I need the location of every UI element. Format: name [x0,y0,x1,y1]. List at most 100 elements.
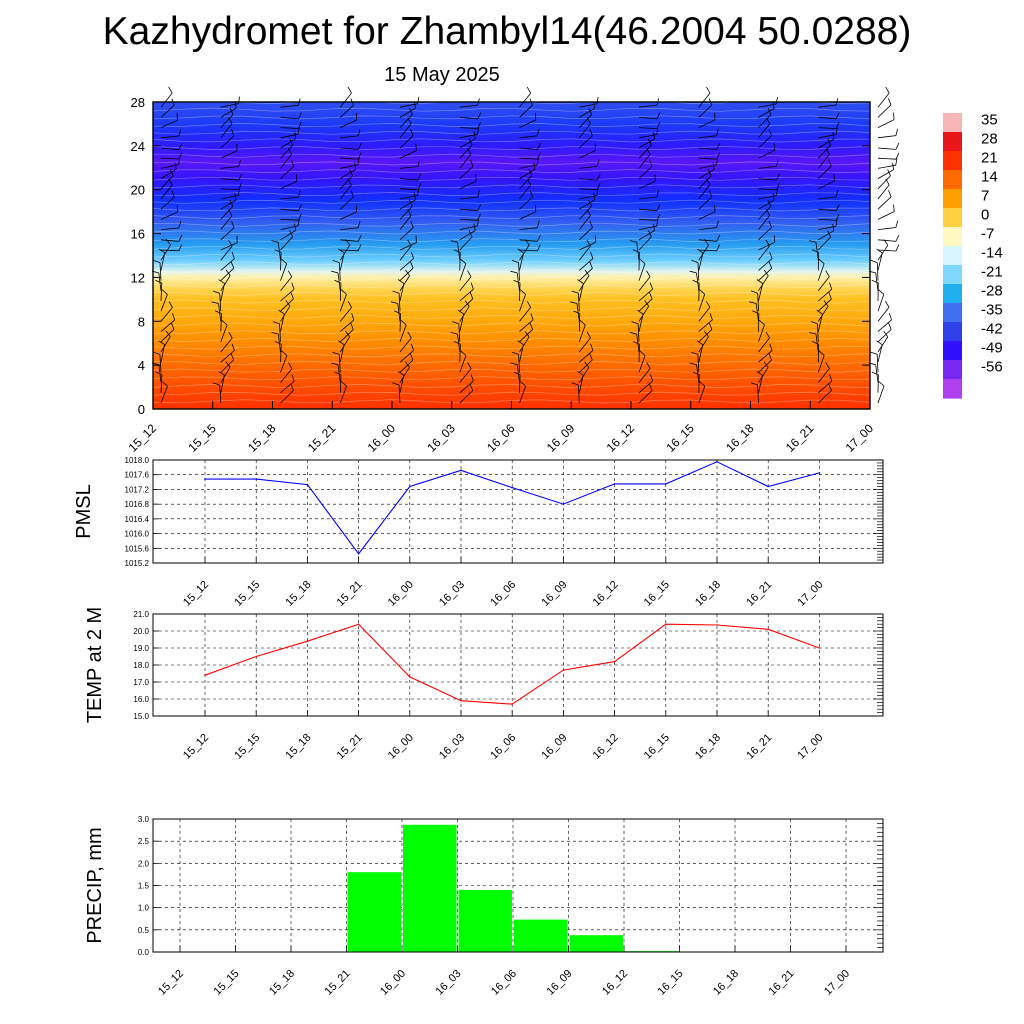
x-tick-label: 16_15 [656,968,686,998]
data-point [460,699,462,702]
data-point [818,647,821,649]
y-tick-label: 19.0 [133,644,149,653]
colorbar-label: -56 [981,359,1003,376]
wind-barbs [151,86,900,404]
x-tick-label: 17_00 [795,579,825,609]
heatmap-field [153,102,870,409]
x-tick-label: 16_21 [744,732,774,762]
x-tick-label: 15_12 [181,579,211,609]
x-tick-label: 16_18 [693,579,723,609]
precip-bar [403,824,457,952]
heatmap-x-tick-label: 16_15 [663,421,697,455]
data-point [306,640,309,642]
data-point [460,469,462,472]
x-tick-label: 16_18 [693,732,723,762]
heatmap-y-tick-label: 0 [138,402,145,417]
x-tick-label: 16_06 [488,732,518,762]
x-tick-label: 16_12 [591,579,621,609]
page-title: Kazhydromet for Zhambyl14(46.2004 50.028… [102,10,912,53]
heatmap-x-tick-label: 15_12 [126,421,160,455]
x-tick-label: 16_09 [539,579,569,609]
x-tick-label: 15_18 [283,732,313,762]
x-tick-label: 15_12 [156,968,186,998]
heatmap-x-tick-label: 17_00 [843,421,877,455]
y-tick-label: 1016.0 [125,530,150,539]
y-tick-label: 1015.6 [125,544,150,553]
x-tick-label: 16_03 [437,732,467,762]
y-tick-label: 1016.4 [125,515,150,524]
heatmap-y-tick-label: 20 [131,183,145,198]
colorbar-swatch [943,208,962,228]
heatmap-y-tick-label: 8 [138,314,145,329]
x-tick-label: 16_03 [434,968,464,998]
heatmap-x-tick-label: 16_00 [365,421,399,455]
colorbar-label: -14 [981,245,1003,262]
heatmap-x-tick-label: 16_09 [544,421,578,455]
colorbar-label: 28 [981,131,998,148]
heatmap-x-tick-label: 16_21 [783,421,817,455]
x-tick-label: 16_06 [489,968,519,998]
data-point [818,472,821,474]
heatmap-x-tick-label: 15_18 [245,421,279,455]
heatmap-y-tick-label: 24 [131,139,145,154]
y-tick-label: 18.0 [133,661,149,670]
colorbar-swatch [943,303,962,323]
colorbar-swatch [943,322,962,342]
heatmap-x-tick-label: 16_18 [723,421,757,455]
y-tick-label: 16.0 [133,695,149,704]
x-tick-label: 15_15 [232,579,262,609]
x-tick-label: 15_18 [267,968,297,998]
colorbar-label: 21 [981,150,998,167]
y-tick-label: 1016.8 [125,500,150,509]
colorbar-label: -7 [981,226,994,243]
y-axis-label: PMSL [73,484,95,538]
x-tick-label: 16_00 [378,968,408,998]
x-tick-label: 16_15 [642,732,672,762]
heatmap-y-tick-label: 12 [131,270,145,285]
data-point [767,628,769,631]
colorbar-swatch [943,379,962,399]
heatmap-y-tick-label: 4 [138,358,145,373]
precip-bar [458,889,512,952]
data-point [357,623,360,625]
contour-lines [152,100,871,404]
data-point [306,483,309,486]
x-tick-label: 16_09 [545,968,575,998]
x-tick-label: 15_21 [335,579,365,609]
x-tick-label: 16_18 [711,968,741,998]
data-point [716,461,718,463]
colorbar-label: -42 [981,321,1003,338]
data-point [204,674,206,676]
x-tick-label: 16_00 [386,732,416,762]
data-point [665,623,667,625]
colorbar-swatch [943,132,962,152]
x-tick-label: 16_00 [386,579,416,609]
heatmap-y-tick-label: 28 [131,95,145,110]
page-subtitle: 15 May 2025 [384,64,500,86]
colorbar-label: -28 [981,283,1003,300]
x-tick-label: 16_12 [591,732,621,762]
data-point [409,676,411,678]
data-point [613,660,616,663]
y-tick-label: 1017.2 [125,485,150,494]
y-tick-label: 0.5 [138,926,150,935]
x-tick-label: 16_21 [767,968,797,998]
x-tick-label: 16_12 [600,968,630,998]
y-tick-label: 1017.6 [125,471,150,480]
y-tick-label: 1.5 [138,882,150,891]
heatmap-x-tick-label: 15_15 [185,421,219,455]
data-point [511,486,513,489]
y-tick-label: 1018.0 [125,456,150,465]
data-point [204,478,206,480]
heatmap-x-tick-label: 15_21 [305,421,339,455]
colorbar-label: 35 [981,112,998,129]
y-tick-label: 3.0 [138,815,150,824]
data-point [562,669,565,671]
y-tick-label: 1015.2 [125,559,150,568]
heatmap-x-tick-label: 16_06 [484,421,518,455]
colorbar-swatch [943,113,962,133]
x-tick-label: 15_21 [335,732,365,762]
heatmap-x-tick-label: 16_12 [604,421,638,455]
panel-frame [152,818,884,953]
